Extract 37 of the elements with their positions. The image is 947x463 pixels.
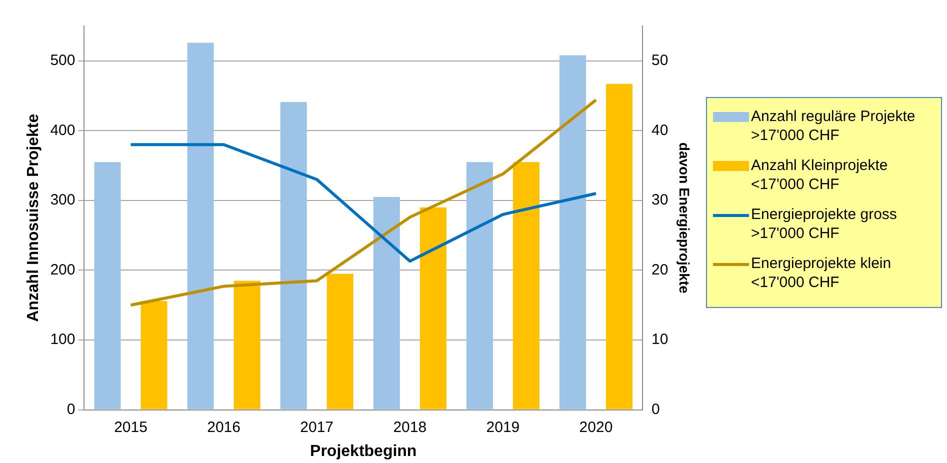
bar [559,55,586,410]
bar [606,84,633,410]
legend-label: Energieprojekte gross >17'000 CHF [751,205,898,243]
x-tick-label: 2015 [114,418,148,436]
x-tick-label: 2020 [579,418,613,436]
bar [140,300,168,410]
bar [373,196,400,410]
legend-label: Energieprojekte klein <17'000 CHF [751,254,892,292]
x-tick-label: 2017 [300,418,334,436]
bar [234,280,260,410]
bar [280,102,307,410]
y2-tick-label: 50 [652,52,668,70]
y2-tick-label: 40 [652,122,668,139]
legend-label: Anzahl reguläre Projekte >17'000 CHF [751,107,916,145]
y-tick-label: 100 [50,331,76,348]
x-tick-label: 2019 [486,418,520,436]
y-axis-title: Anzahl Innosuisse Projekte [25,114,42,322]
y2-tick-label: 30 [652,192,668,209]
legend-label: Anzahl Kleinprojekte <17'000 CHF [751,156,889,194]
bar [466,162,493,410]
bar [94,162,121,410]
y2-tick-label: 20 [652,261,668,278]
x-axis-title: Projektbeginn [310,442,417,460]
y2-tick-label: 10 [652,331,668,348]
bar [512,162,540,410]
x-tick-label: 2018 [393,418,427,436]
y-tick-label: 500 [50,52,76,70]
y2-axis-title: davon Energieprojekte [676,142,693,294]
y-tick-label: 300 [50,192,76,209]
bar [187,42,214,410]
y-tick-label: 200 [50,261,76,278]
y-tick-label: 0 [66,400,76,418]
bar [326,274,354,410]
x-tick-label: 2016 [207,418,240,436]
y-tick-label: 400 [50,122,76,139]
bar [420,207,446,410]
y2-tick-label: 0 [652,400,660,418]
